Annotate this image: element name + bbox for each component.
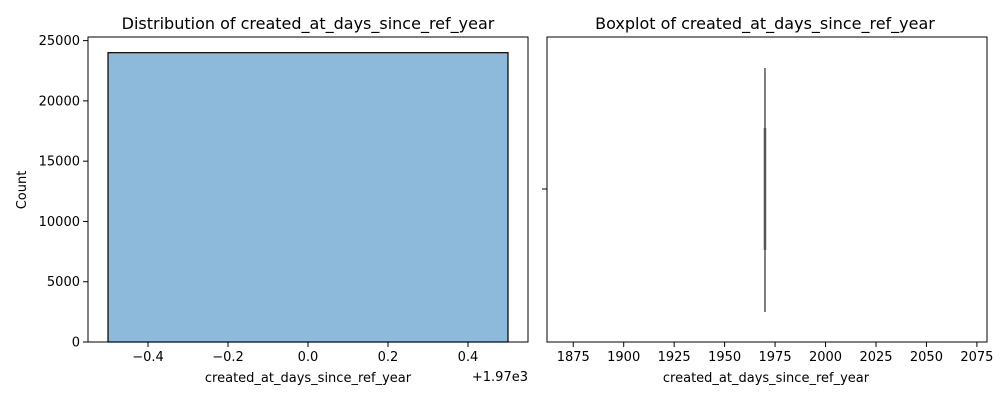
boxplot-x-tick-label: 2075	[960, 350, 993, 365]
histogram-y-tick-label: 5000	[47, 275, 80, 290]
histogram-x-tick-label: 0.0	[298, 350, 319, 365]
histogram-x-offset-label: +1.97e3	[472, 370, 528, 385]
boxplot-x-axis-label: created_at_days_since_ref_year	[663, 371, 870, 386]
boxplot-title: Boxplot of created_at_days_since_ref_yea…	[595, 14, 935, 34]
histogram-y-ticks: 0 5000 10000 15000 20000 25000	[39, 34, 88, 351]
histogram-bar	[107, 52, 509, 343]
boxplot-x-tick-label: 1925	[658, 350, 691, 365]
histogram-x-ticks: −0.4 −0.2 0.0 0.2 0.4	[132, 342, 478, 365]
boxplot-x-tick-label: 2000	[809, 350, 842, 365]
boxplot-x-tick-label: 1975	[759, 350, 792, 365]
histogram-title: Distribution of created_at_days_since_re…	[122, 14, 495, 34]
boxplot-x-tick-label: 2025	[859, 350, 892, 365]
histogram-x-axis-label: created_at_days_since_ref_year	[205, 371, 412, 386]
boxplot-plot-frame	[546, 36, 988, 343]
histogram-y-tick-label: 20000	[39, 94, 80, 109]
histogram-y-tick-label: 25000	[39, 34, 80, 49]
histogram-y-axis-label: Count	[15, 171, 30, 210]
histogram-x-tick-label: −0.4	[132, 350, 164, 365]
histogram-panel: Distribution of created_at_days_since_re…	[15, 14, 529, 386]
histogram-x-tick-label: 0.2	[378, 350, 399, 365]
boxplot-x-tick-label: 1875	[557, 350, 590, 365]
boxplot-x-tick-label: 1950	[708, 350, 741, 365]
boxplot-x-tick-label: 1900	[607, 350, 640, 365]
histogram-y-tick-label: 10000	[39, 215, 80, 230]
histogram-x-tick-label: 0.4	[458, 350, 479, 365]
histogram-x-tick-label: −0.2	[212, 350, 244, 365]
boxplot-x-tick-label: 2050	[910, 350, 943, 365]
boxplot-panel: Boxplot of created_at_days_since_ref_yea…	[542, 14, 993, 386]
histogram-y-tick-label: 15000	[39, 155, 80, 170]
histogram-y-tick-label: 0	[72, 336, 80, 351]
boxplot-x-ticks: 1875 1900 1925 1950 1975 2000 2025 2050 2075	[557, 342, 993, 365]
